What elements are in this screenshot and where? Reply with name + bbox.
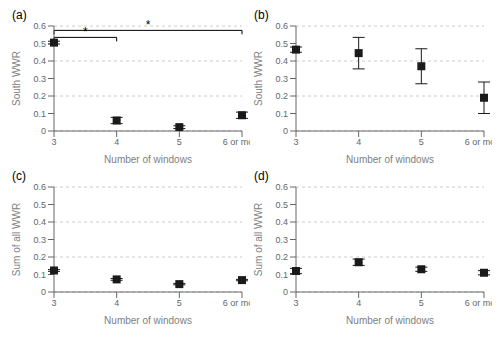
- svg-text:0.6: 0.6: [33, 21, 46, 31]
- svg-text:5: 5: [419, 137, 424, 147]
- svg-text:4: 4: [114, 298, 119, 308]
- svg-text:0.3: 0.3: [275, 235, 288, 245]
- svg-text:6 or more: 6 or more: [465, 137, 492, 147]
- svg-text:0.5: 0.5: [33, 200, 46, 210]
- svg-text:4: 4: [356, 137, 361, 147]
- html-text:(d): (d): [254, 169, 269, 183]
- svg-text:4: 4: [114, 137, 119, 147]
- svg-text:5: 5: [419, 298, 424, 308]
- html-text:(c): (c): [12, 169, 26, 183]
- svg-text:0.2: 0.2: [33, 91, 46, 101]
- svg-text:0: 0: [41, 126, 46, 136]
- html-text:(b): (b): [254, 8, 269, 22]
- svg-text:Number of windows: Number of windows: [104, 154, 192, 165]
- svg-text:*: *: [83, 25, 88, 39]
- svg-text:0.5: 0.5: [33, 39, 46, 49]
- svg-text:0.3: 0.3: [33, 235, 46, 245]
- svg-text:0.1: 0.1: [275, 270, 288, 280]
- svg-text:5: 5: [177, 137, 182, 147]
- svg-text:Sum of all WWR: Sum of all WWR: [11, 203, 22, 276]
- svg-text:0.4: 0.4: [33, 56, 46, 66]
- svg-text:0.4: 0.4: [275, 217, 288, 227]
- svg-text:0.3: 0.3: [275, 74, 288, 84]
- svg-text:3: 3: [51, 137, 56, 147]
- svg-text:South WWR: South WWR: [11, 51, 22, 106]
- svg-text:6 or more: 6 or more: [223, 298, 250, 308]
- svg-text:0: 0: [41, 287, 46, 297]
- svg-text:5: 5: [177, 298, 182, 308]
- svg-text:0: 0: [283, 126, 288, 136]
- svg-text:0.1: 0.1: [33, 109, 46, 119]
- svg-text:3: 3: [293, 137, 298, 147]
- svg-text:Number of windows: Number of windows: [346, 154, 434, 165]
- svg-text:3: 3: [51, 298, 56, 308]
- svg-text:0.6: 0.6: [275, 21, 288, 31]
- svg-text:0.2: 0.2: [33, 252, 46, 262]
- svg-text:0.2: 0.2: [275, 252, 288, 262]
- svg-text:0.4: 0.4: [275, 56, 288, 66]
- html-text:(a): (a): [12, 8, 27, 22]
- svg-text:3: 3: [293, 298, 298, 308]
- svg-text:0.5: 0.5: [275, 39, 288, 49]
- svg-text:0.1: 0.1: [275, 109, 288, 119]
- svg-text:Sum of all WWR: Sum of all WWR: [253, 203, 264, 276]
- svg-text:0.2: 0.2: [275, 91, 288, 101]
- svg-text:Number of windows: Number of windows: [104, 315, 192, 326]
- svg-text:6 or more: 6 or more: [223, 137, 250, 147]
- svg-text:South WWR: South WWR: [253, 51, 264, 106]
- svg-text:0.3: 0.3: [33, 74, 46, 84]
- svg-text:0.6: 0.6: [33, 182, 46, 192]
- svg-text:0.5: 0.5: [275, 200, 288, 210]
- svg-text:0: 0: [283, 287, 288, 297]
- svg-text:Number of windows: Number of windows: [346, 315, 434, 326]
- svg-text:0.4: 0.4: [33, 217, 46, 227]
- svg-text:4: 4: [356, 298, 361, 308]
- svg-text:*: *: [146, 18, 151, 32]
- svg-text:0.6: 0.6: [275, 182, 288, 192]
- svg-text:0.1: 0.1: [33, 270, 46, 280]
- svg-text:6 or more: 6 or more: [465, 298, 492, 308]
